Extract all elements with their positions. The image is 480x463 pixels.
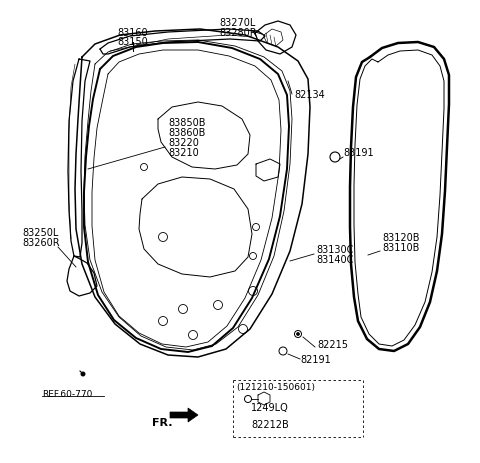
Text: 83160: 83160 <box>118 28 148 38</box>
Text: 83250L: 83250L <box>22 227 59 238</box>
Text: 83260R: 83260R <box>22 238 60 247</box>
Text: 82215: 82215 <box>317 339 348 349</box>
Text: 82212B: 82212B <box>251 419 289 429</box>
Circle shape <box>81 372 85 377</box>
Text: 83270L: 83270L <box>220 18 256 28</box>
Text: 82134: 82134 <box>294 90 325 100</box>
Text: 83280R: 83280R <box>219 28 257 38</box>
Text: 83860B: 83860B <box>168 128 205 138</box>
Text: 83150: 83150 <box>118 37 148 47</box>
Text: 83110B: 83110B <box>382 243 420 252</box>
Text: 83220: 83220 <box>168 138 199 148</box>
Polygon shape <box>170 408 198 422</box>
Text: 83130C: 83130C <box>316 244 353 255</box>
Text: REF.60-770: REF.60-770 <box>42 389 92 398</box>
Text: 83140C: 83140C <box>316 255 353 264</box>
Text: FR.: FR. <box>152 417 172 427</box>
Text: (121210-150601): (121210-150601) <box>236 382 315 391</box>
Text: 83120B: 83120B <box>382 232 420 243</box>
Text: 83210: 83210 <box>168 148 199 158</box>
Text: 1249LQ: 1249LQ <box>251 402 289 412</box>
Text: 83191: 83191 <box>343 148 373 158</box>
Text: 82191: 82191 <box>300 354 331 364</box>
Text: 83850B: 83850B <box>168 118 205 128</box>
Circle shape <box>297 333 300 336</box>
